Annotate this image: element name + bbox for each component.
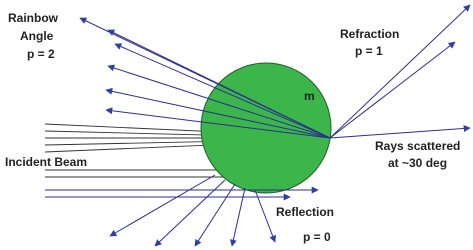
label: p = 2 bbox=[27, 47, 55, 61]
label: Angle bbox=[20, 29, 54, 43]
label: Reflection bbox=[276, 205, 334, 219]
label: p = 0 bbox=[303, 230, 331, 244]
label: Refraction bbox=[340, 27, 399, 41]
droplet bbox=[201, 63, 331, 193]
label: Rays scattered bbox=[375, 139, 460, 153]
label: at ~30 deg bbox=[388, 156, 447, 170]
label: Incident Beam bbox=[5, 155, 87, 169]
label: Rainbow bbox=[8, 11, 59, 25]
diagram: Rainbow Angle p = 2 Refraction p = 1 m I… bbox=[0, 0, 473, 250]
label: p = 1 bbox=[355, 44, 383, 58]
label: m bbox=[304, 89, 315, 103]
